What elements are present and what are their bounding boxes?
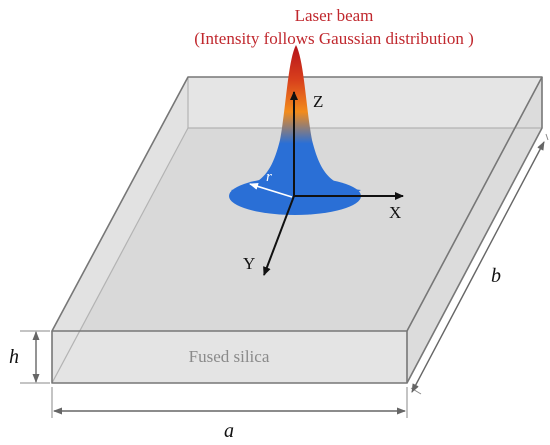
depth-label: b	[491, 265, 501, 287]
slab-back-face	[188, 77, 542, 128]
z-axis-label: Z	[313, 92, 323, 111]
slab-right-face	[407, 77, 542, 383]
width-dimension	[51, 387, 408, 418]
height-label: h	[9, 346, 19, 368]
y-axis	[263, 195, 295, 276]
depth-dimension	[410, 133, 549, 395]
beam-title: Laser beam	[295, 6, 374, 25]
x-axis-label: X	[389, 203, 401, 222]
slab-edges	[51, 76, 543, 384]
width-label: a	[224, 420, 234, 442]
slab-left-face	[52, 77, 188, 383]
gaussian-beam	[231, 45, 361, 204]
slab-front-face	[52, 331, 407, 383]
radius-arrow	[249, 183, 293, 198]
y-axis-label: Y	[243, 254, 255, 273]
height-dimension	[20, 330, 50, 384]
beam-subtitle: (Intensity follows Gaussian distribution…	[194, 29, 474, 48]
radius-label: r	[266, 169, 272, 185]
slab-back-edges	[51, 77, 542, 384]
material-label: Fused silica	[189, 347, 270, 366]
